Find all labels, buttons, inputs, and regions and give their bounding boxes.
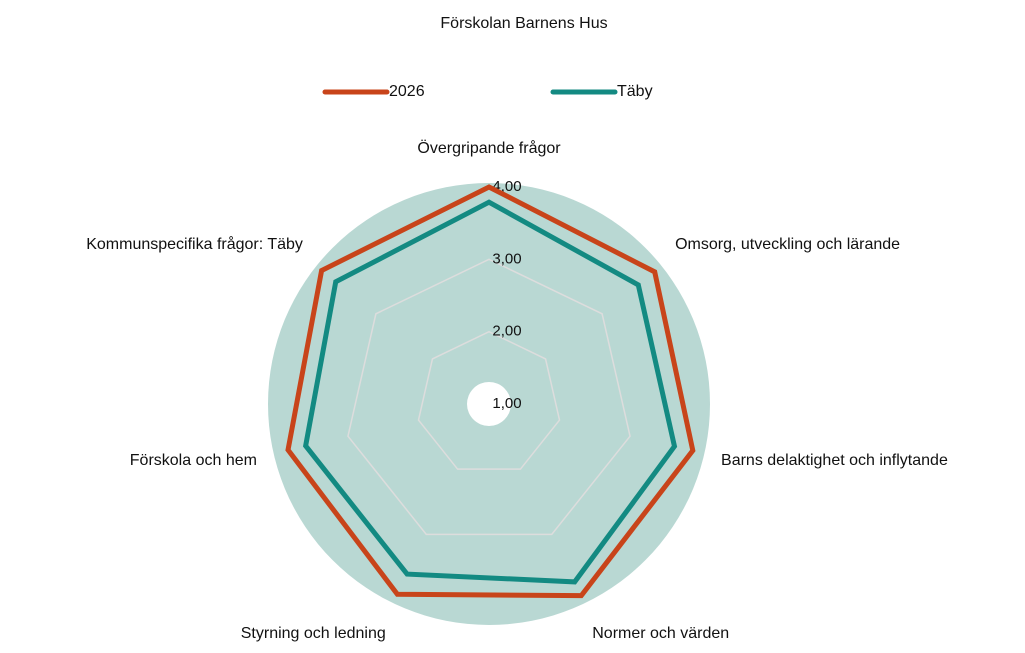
plot-hole [467, 382, 511, 426]
category-label: Förskola och hem [130, 452, 257, 469]
category-label: Barns delaktighet och inflytande [721, 452, 948, 469]
r-tick-label: 1,00 [492, 395, 521, 412]
series-line [302, 199, 678, 585]
category-label: Normer och värden [592, 625, 729, 642]
series-line [285, 184, 696, 599]
category-label: Styrning och ledning [241, 625, 386, 642]
grid-line [417, 330, 561, 470]
legend-label: Täby [617, 83, 653, 100]
grid-line [347, 258, 631, 536]
chart-title: Förskolan Barnens Hus [440, 15, 607, 32]
r-tick-label: 2,00 [492, 323, 521, 340]
category-label: Omsorg, utveckling och lärande [675, 236, 900, 253]
category-label: Kommunspecifika frågor: Täby [86, 235, 303, 253]
legend-label: 2026 [389, 83, 425, 100]
category-label: Övergripande frågor [417, 139, 561, 157]
r-tick-label: 3,00 [492, 250, 521, 267]
